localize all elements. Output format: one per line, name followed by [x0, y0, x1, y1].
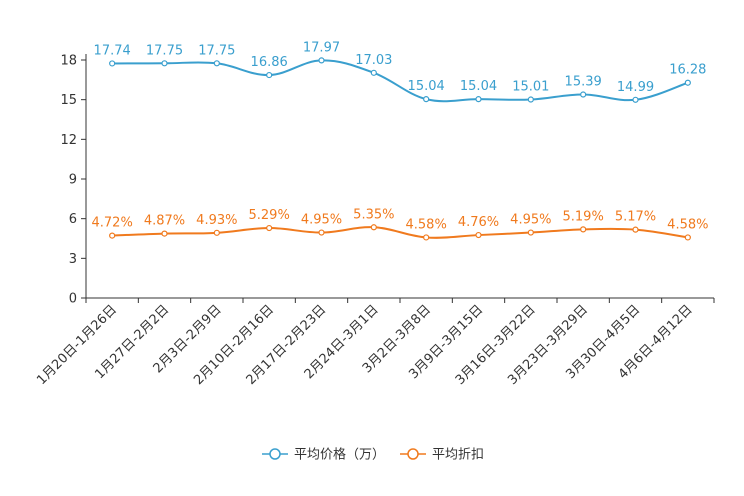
data-point[interactable] [109, 60, 116, 67]
legend: 平均价格（万） 平均折扣 [262, 447, 484, 463]
x-axis: 1月20日-1月26日1月27日-2月2日2月3日-2月9日2月10日-2月16… [34, 297, 715, 388]
data-label: 5.35% [353, 207, 394, 222]
data-label: 16.28 [669, 63, 706, 78]
series-line [112, 59, 689, 103]
data-label: 17.03 [355, 53, 392, 68]
y-tick-label: 6 [69, 212, 77, 227]
data-point[interactable] [527, 229, 534, 236]
legend-marker [407, 448, 419, 460]
legend-item-2[interactable]: 平均折扣 [400, 448, 484, 463]
data-label: 15.39 [565, 75, 602, 90]
data-label: 17.75 [146, 43, 183, 58]
data-point[interactable] [580, 226, 587, 233]
data-label: 17.74 [94, 43, 131, 58]
data-point[interactable] [632, 226, 639, 233]
data-point[interactable] [266, 224, 273, 232]
data-label: 5.29% [249, 208, 290, 223]
series-layer: 17.74 17.75 17.75 16.86 17.97 17.03 15.04 15.04… [92, 40, 708, 241]
data-point[interactable] [266, 71, 273, 79]
series-2: 4.72% 4.87% 4.93% 5.29% 4.95% 5.35% 4.58% 4.76%… [92, 207, 708, 241]
data-label: 14.99 [617, 80, 654, 95]
y-tick-label: 9 [69, 173, 77, 188]
data-point[interactable] [475, 231, 482, 239]
y-axis: 0 3 6 9 12 15 18 [60, 54, 87, 307]
data-point[interactable] [527, 96, 534, 103]
data-point[interactable] [684, 79, 691, 86]
data-point[interactable] [370, 224, 377, 231]
y-tick-label: 12 [60, 133, 77, 148]
y-tick-label: 15 [60, 93, 77, 108]
data-point[interactable] [580, 91, 587, 98]
data-point[interactable] [370, 69, 377, 76]
data-point[interactable] [684, 234, 691, 241]
data-point[interactable] [423, 234, 430, 241]
data-label: 16.86 [251, 55, 288, 70]
legend-marker [269, 448, 281, 460]
y-tick-label: 3 [69, 252, 77, 267]
data-point[interactable] [632, 96, 639, 103]
data-label: 4.87% [144, 214, 185, 229]
data-label: 15.04 [408, 79, 445, 94]
data-point[interactable] [213, 60, 220, 67]
data-point[interactable] [318, 57, 325, 64]
data-label: 15.04 [460, 79, 497, 94]
data-point[interactable] [475, 96, 482, 103]
data-point[interactable] [161, 230, 168, 237]
data-point[interactable] [213, 229, 220, 236]
data-point[interactable] [109, 232, 116, 239]
data-label: 4.76% [458, 215, 499, 230]
y-tick-label: 18 [60, 54, 77, 69]
data-label: 17.75 [198, 43, 235, 58]
data-point[interactable] [423, 96, 430, 103]
data-label: 5.17% [615, 210, 656, 225]
data-label: 4.58% [667, 217, 708, 232]
data-label: 17.97 [303, 40, 340, 55]
data-label: 4.72% [92, 216, 133, 231]
data-point[interactable] [318, 229, 325, 236]
data-label: 4.95% [510, 213, 551, 228]
data-label: 4.95% [301, 213, 342, 228]
series-line [112, 226, 688, 239]
legend-item-1[interactable]: 平均价格（万） [262, 447, 385, 463]
legend-label: 平均价格（万） [294, 447, 385, 463]
series-1: 17.74 17.75 17.75 16.86 17.97 17.03 15.04 15.04… [94, 40, 706, 103]
legend-label: 平均折扣 [432, 448, 484, 463]
data-label: 4.93% [196, 213, 237, 228]
y-tick-label: 0 [69, 292, 77, 307]
data-label: 4.58% [406, 217, 447, 232]
data-point[interactable] [161, 60, 168, 67]
data-label: 15.01 [512, 80, 549, 95]
data-label: 5.19% [563, 209, 604, 224]
